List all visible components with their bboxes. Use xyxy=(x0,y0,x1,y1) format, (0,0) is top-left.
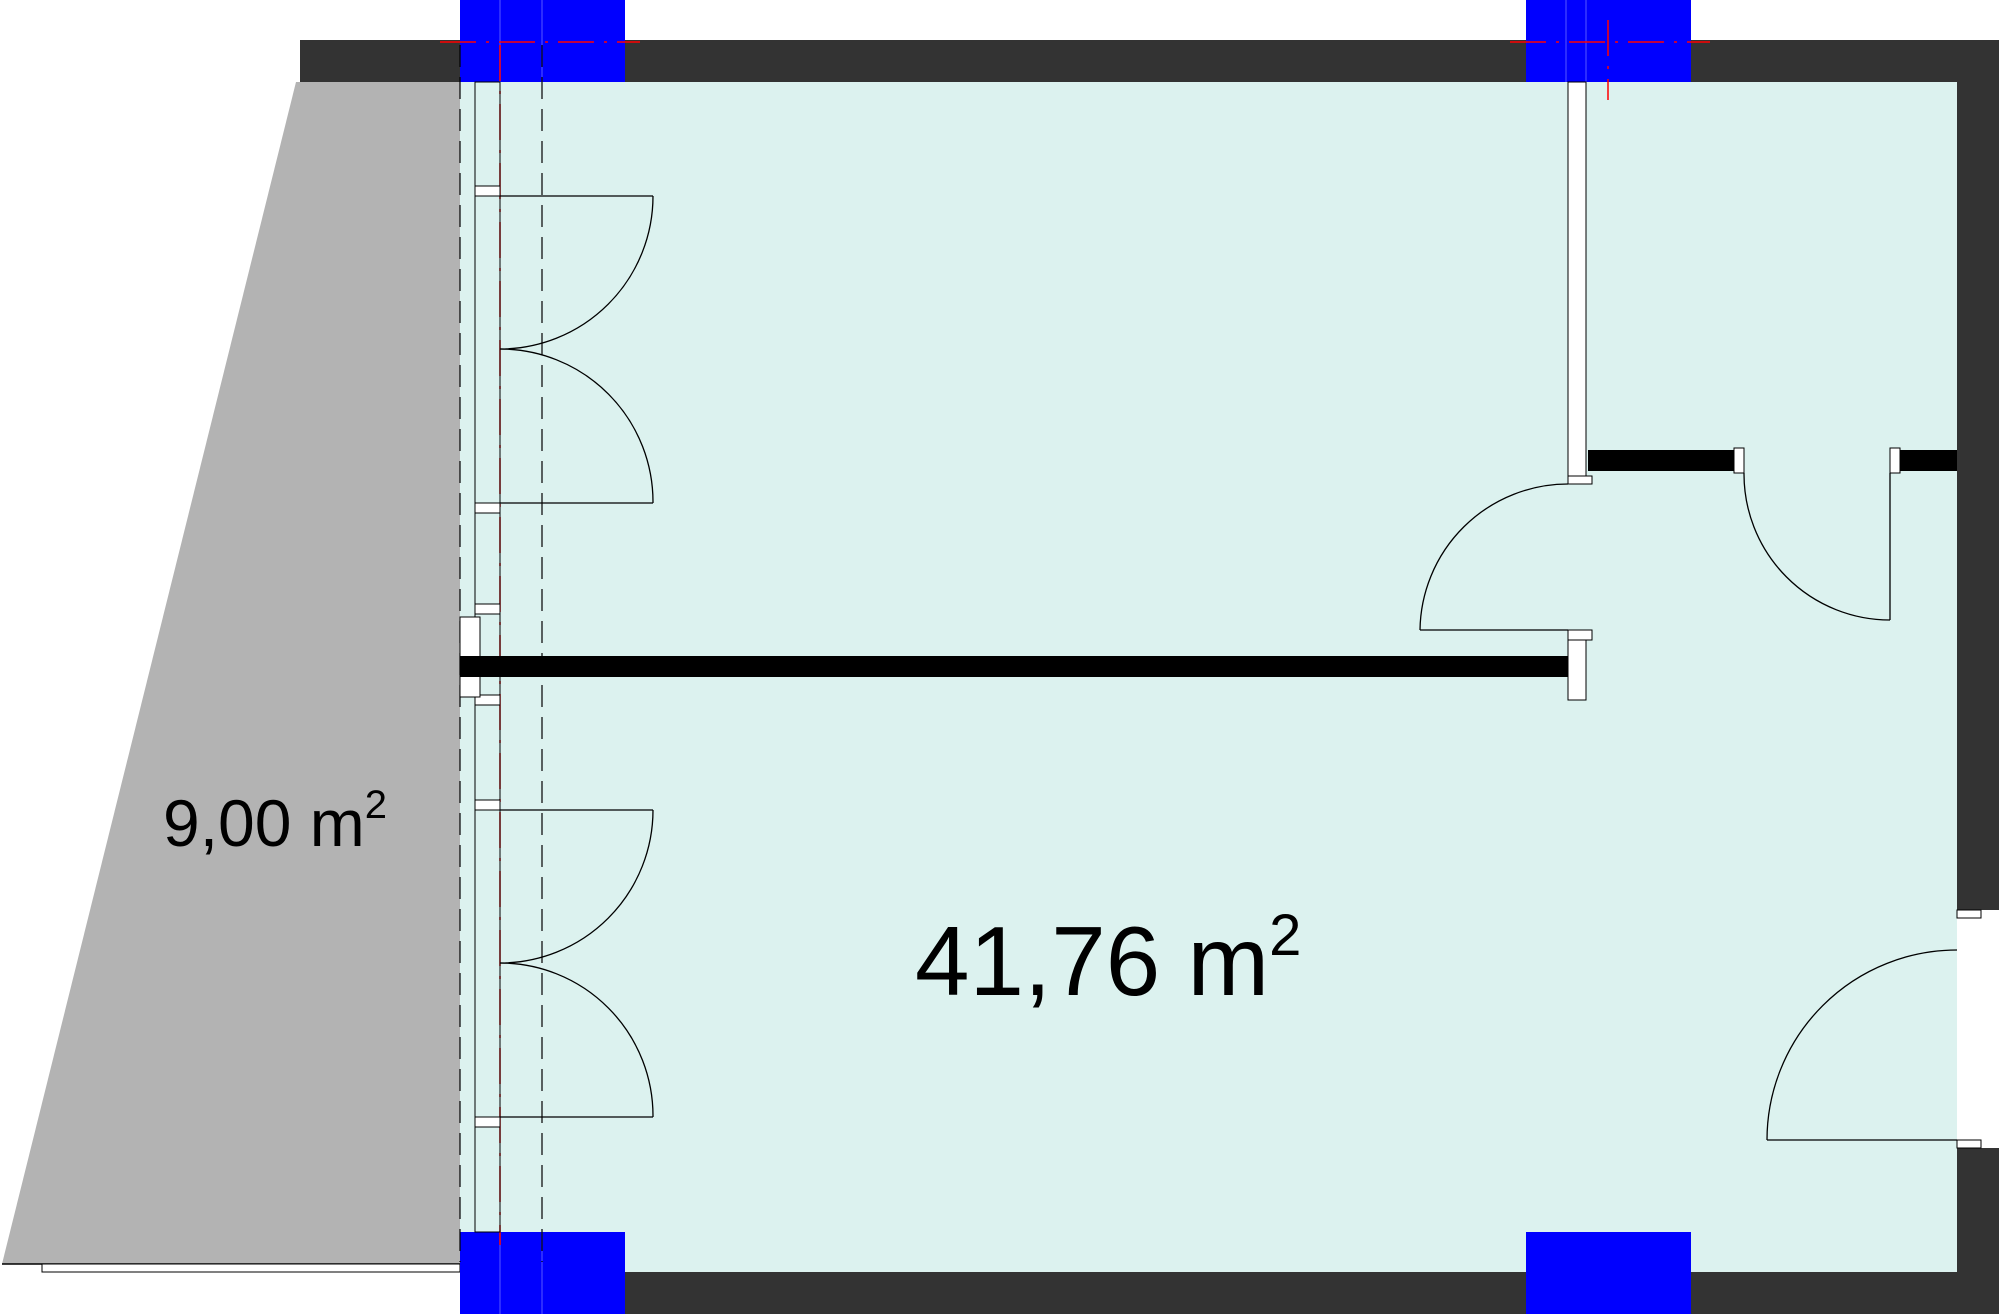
entrance-jamb-top xyxy=(1956,909,1982,919)
door-swings xyxy=(499,195,1958,1141)
bathroom-door-jamb-left xyxy=(1733,447,1745,474)
outer-wall-right-upper xyxy=(1957,40,1999,910)
outer-wall-right-lower xyxy=(1957,1148,1999,1314)
main-room-area-value: 41,76 m xyxy=(915,906,1269,1016)
main-room-area-superscript: 2 xyxy=(1269,903,1301,968)
bathroom-wall-horizontal-left xyxy=(1588,450,1734,471)
bathroom-wall-horizontal-right xyxy=(1898,450,1957,471)
entrance-jamb-bottom xyxy=(1956,1139,1982,1149)
bathroom-wall-jamb-lower xyxy=(1567,629,1593,641)
interior-partition-main xyxy=(460,656,1568,677)
column-bottom-right xyxy=(1526,1232,1691,1314)
balcony-area-label: 9,00 m2 xyxy=(163,783,387,860)
outer-wall-bottom xyxy=(460,1272,1958,1314)
bathroom-wall-jamb-upper xyxy=(1567,475,1593,485)
main-room-area-label: 41,76 m2 xyxy=(915,903,1301,1016)
partition-end-post xyxy=(1567,639,1587,701)
bathroom-wall-vertical xyxy=(1567,81,1587,483)
balcony-area-value: 9,00 m xyxy=(163,786,365,860)
bathroom-door-jamb-right xyxy=(1889,447,1901,474)
balcony-area xyxy=(2,82,460,1264)
balcony-area-superscript: 2 xyxy=(365,783,387,827)
balcony-threshold xyxy=(41,1263,461,1273)
